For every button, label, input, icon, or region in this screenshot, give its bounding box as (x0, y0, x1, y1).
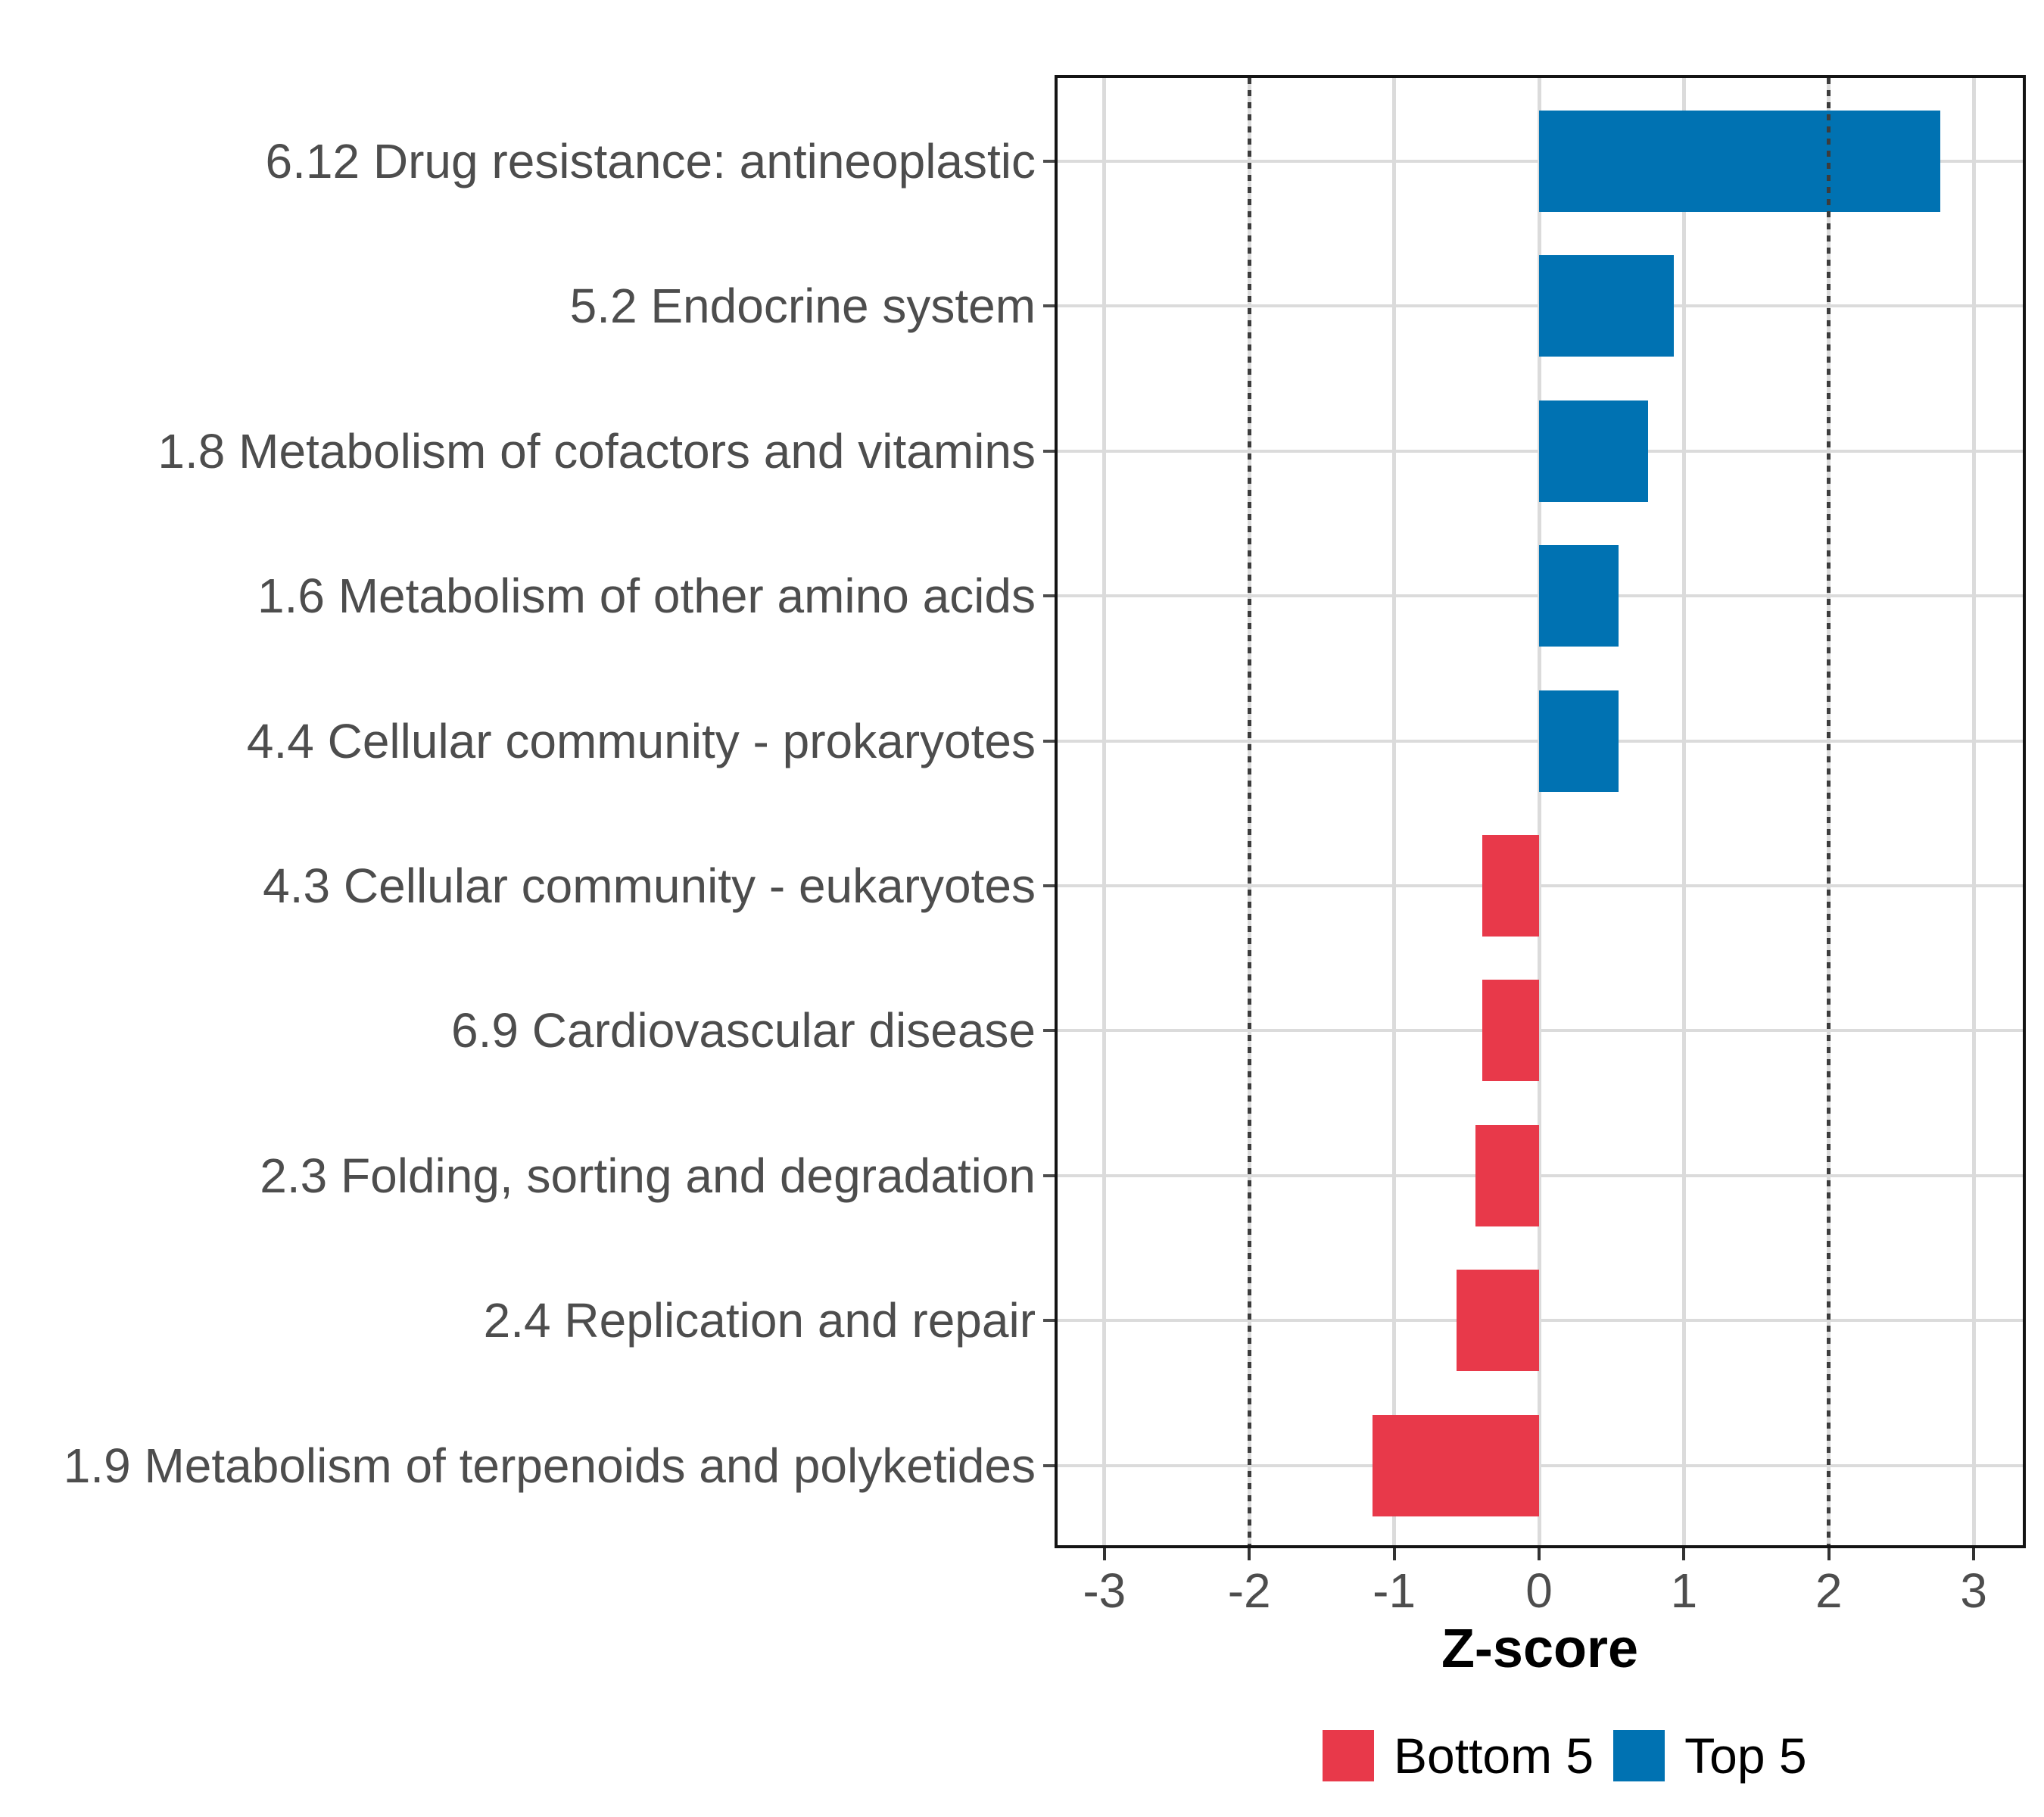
bar-top-5 (1539, 111, 1941, 212)
reference-line (1827, 78, 1831, 1545)
horizontal-gridline (1058, 1029, 2023, 1033)
y-axis-tick (1043, 884, 1055, 887)
x-axis-tick (1248, 1548, 1251, 1560)
legend-key-top-5 (1613, 1730, 1665, 1781)
horizontal-gridline (1058, 884, 2023, 887)
horizontal-gridline (1058, 1319, 2023, 1323)
plot-panel (1055, 75, 2026, 1548)
vertical-gridline (1102, 78, 1107, 1545)
y-axis-category-label: 6.9 Cardiovascular disease (451, 1003, 1036, 1058)
y-axis-tick (1043, 160, 1055, 163)
y-axis-tick (1043, 449, 1055, 453)
legend-key-bottom-5 (1323, 1730, 1374, 1781)
y-axis-category-label: 6.12 Drug resistance: antineoplastic (265, 134, 1036, 189)
y-axis-tick (1043, 304, 1055, 308)
y-axis-category-label: 1.6 Metabolism of other amino acids (257, 569, 1036, 624)
y-axis-category-label: 2.4 Replication and repair (483, 1293, 1036, 1348)
horizontal-gridline (1058, 1463, 2023, 1467)
y-axis-tick (1043, 594, 1055, 598)
vertical-gridline (1392, 78, 1397, 1545)
bar-bottom-5 (1482, 980, 1539, 1082)
y-axis-tick (1043, 1463, 1055, 1467)
x-axis-tick-label: 0 (1525, 1563, 1553, 1618)
legend: Bottom 5 Top 5 (1323, 1730, 1807, 1781)
x-axis-tick (1392, 1548, 1396, 1560)
y-axis-category-label: 1.9 Metabolism of terpenoids and polyket… (63, 1438, 1036, 1493)
bar-top-5 (1539, 690, 1619, 792)
bar-bottom-5 (1475, 1124, 1539, 1226)
y-axis-tick (1043, 1029, 1055, 1033)
legend-label: Top 5 (1684, 1728, 1807, 1784)
y-axis-category-label: 4.3 Cellular community - eukaryotes (263, 859, 1036, 913)
x-axis-tick (1682, 1548, 1686, 1560)
vertical-gridline (1537, 78, 1541, 1545)
x-axis-title: Z-score (1441, 1619, 1639, 1679)
x-axis-tick-label: 2 (1815, 1563, 1843, 1618)
y-axis-category-label: 2.3 Folding, sorting and degradation (260, 1148, 1036, 1203)
vertical-gridline (1971, 78, 1976, 1545)
x-axis-tick-label: -1 (1373, 1563, 1416, 1618)
bar-bottom-5 (1482, 835, 1539, 937)
y-axis-category-label: 1.8 Metabolism of cofactors and vitamins (157, 423, 1036, 478)
bar-bottom-5 (1372, 1414, 1539, 1516)
y-axis-tick (1043, 1173, 1055, 1177)
bar-top-5 (1539, 400, 1648, 502)
vertical-gridline (1681, 78, 1686, 1545)
x-axis-tick (1538, 1548, 1541, 1560)
x-axis-tick-label: -2 (1227, 1563, 1271, 1618)
y-axis-tick (1043, 739, 1055, 743)
x-axis-tick-label: -3 (1083, 1563, 1126, 1618)
legend-label: Bottom 5 (1394, 1728, 1594, 1784)
bar-bottom-5 (1456, 1270, 1539, 1372)
horizontal-gridline (1058, 1173, 2023, 1177)
y-axis-category-label: 5.2 Endocrine system (569, 279, 1036, 334)
x-axis-tick-label: 1 (1670, 1563, 1698, 1618)
reference-line (1247, 78, 1251, 1545)
x-axis-tick (1972, 1548, 1976, 1560)
x-axis-tick-label: 3 (1960, 1563, 1987, 1618)
bar-top-5 (1539, 255, 1674, 357)
y-axis-category-label: 4.4 Cellular community - prokaryotes (246, 713, 1036, 768)
bar-top-5 (1539, 545, 1619, 647)
x-axis-tick (1827, 1548, 1831, 1560)
y-axis-tick (1043, 1319, 1055, 1323)
x-axis-tick (1102, 1548, 1106, 1560)
